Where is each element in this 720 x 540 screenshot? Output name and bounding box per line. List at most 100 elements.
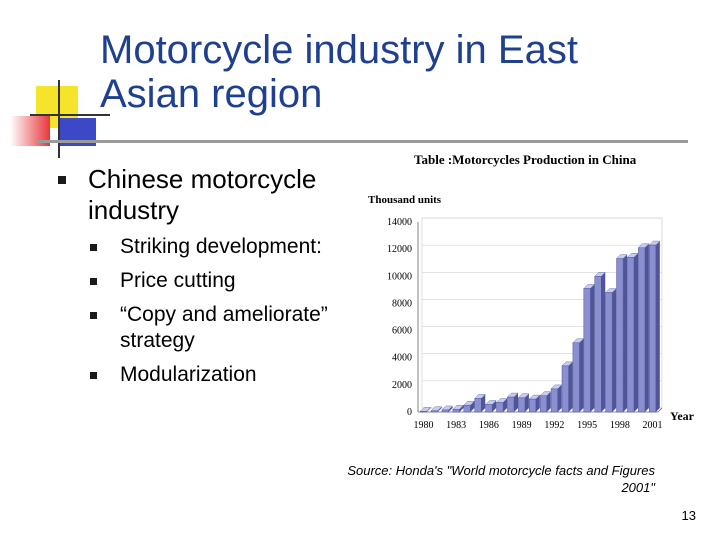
bar [583,284,595,413]
sub-bullet-list: Striking development: Price cutting “Cop… [58,234,358,388]
sub-bullet-text: “Copy and ameliorate” strategy [120,303,328,352]
bullet-square-icon [90,244,97,251]
bar-side [634,253,638,412]
bar-side [568,361,573,412]
bar-side [644,243,649,412]
bar-side [601,272,606,412]
bar [517,393,530,413]
bar [550,384,563,413]
bar-side [524,393,529,412]
bullet-square-icon [90,312,97,319]
bar-side [623,254,628,412]
bar-front [507,396,515,413]
title-divider [38,140,688,143]
bar-front [638,247,646,413]
bar-front [463,404,471,413]
bar [648,240,661,413]
sub-bullet-item: Modularization [58,362,358,388]
bar-front [441,409,449,413]
bar-front [496,402,504,413]
bar-side [459,405,464,412]
bar-side [448,405,453,412]
bar [452,405,464,413]
chart-title: Table :Motorcycles Production in China [414,152,637,167]
sub-bullet-text: Modularization [120,363,257,386]
x-axis-label: Year [670,409,695,423]
x-tick-label: 1986 [479,420,499,431]
y-tick-label: 4000 [392,353,412,364]
sub-bullet-item: Striking development: [58,234,358,260]
bullet-square-icon [90,278,97,285]
bar-side [612,288,617,412]
y-axis-label: Thousand units [368,194,442,206]
sub-bullet-item: Price cutting [58,268,358,294]
bar-front [539,395,547,413]
bar [419,407,432,413]
sub-bullet-item: “Copy and ameliorate” strategy [58,302,358,354]
bullet-square-icon [90,372,97,379]
decor-horizontal-line [30,114,110,116]
bar [594,272,606,413]
bar-front [627,257,635,413]
y-tick-label: 10000 [387,271,412,282]
bar [561,361,574,413]
sub-bullet-text: Striking development: [120,235,322,258]
source-note: Source: Honda's "World motorcycle facts … [347,463,655,495]
bar-front [616,258,624,413]
bar-front [529,398,537,413]
bar-front [583,288,591,413]
bar-front [452,409,460,413]
y-tick-label: 6000 [392,326,412,337]
bar-front [485,404,493,413]
bar-side [546,391,551,412]
bullet-list: Chinese motorcycle industry Striking dev… [58,164,358,396]
bar-side [481,394,486,412]
bar [441,405,454,413]
production-chart: Table :Motorcycles Production in China T… [368,152,695,431]
x-tick-label: 1998 [610,420,630,431]
bar [616,254,628,413]
bar-side [579,338,584,412]
bar-side [557,384,562,412]
bar-front [419,411,427,413]
bar-side [492,400,497,412]
bar [626,253,639,413]
x-tick-label: 1995 [577,420,597,431]
bar-side [437,406,442,412]
bar-side [514,393,518,412]
decor-vertical-line [58,80,60,158]
y-tick-label: 12000 [387,244,412,255]
bar [506,392,519,413]
bar [539,391,552,413]
y-tick-label: 8000 [392,298,412,309]
bar [496,398,508,413]
slide-title: Motorcycle industry in East Asian region [100,28,578,116]
bar [528,394,541,413]
bar [637,243,650,413]
floor-edge [657,407,663,413]
bar-side [535,395,540,412]
bar [485,400,497,413]
bar-front [649,244,657,413]
x-tick-label: 1980 [413,420,433,431]
bar-front [430,410,438,413]
bar [605,288,617,413]
bar-front [594,276,602,413]
x-tick-label: 1989 [512,420,532,431]
y-tick-label: 2000 [392,380,412,391]
bar-side [655,241,660,412]
x-tick-label: 1983 [446,420,466,431]
bar-front [561,365,569,413]
bar-front [605,292,613,413]
y-tick-label: 0 [407,407,412,418]
bar-side [470,401,475,412]
bullet-text: Chinese motorcycle industry [88,164,317,225]
bar [463,401,475,413]
bar [572,338,584,413]
bar-front [518,397,526,413]
bar-side [590,284,595,412]
bar-front [572,342,580,413]
y-tick-label: 14000 [387,217,412,228]
bar-front [474,398,482,413]
x-tick-label: 1992 [544,420,564,431]
